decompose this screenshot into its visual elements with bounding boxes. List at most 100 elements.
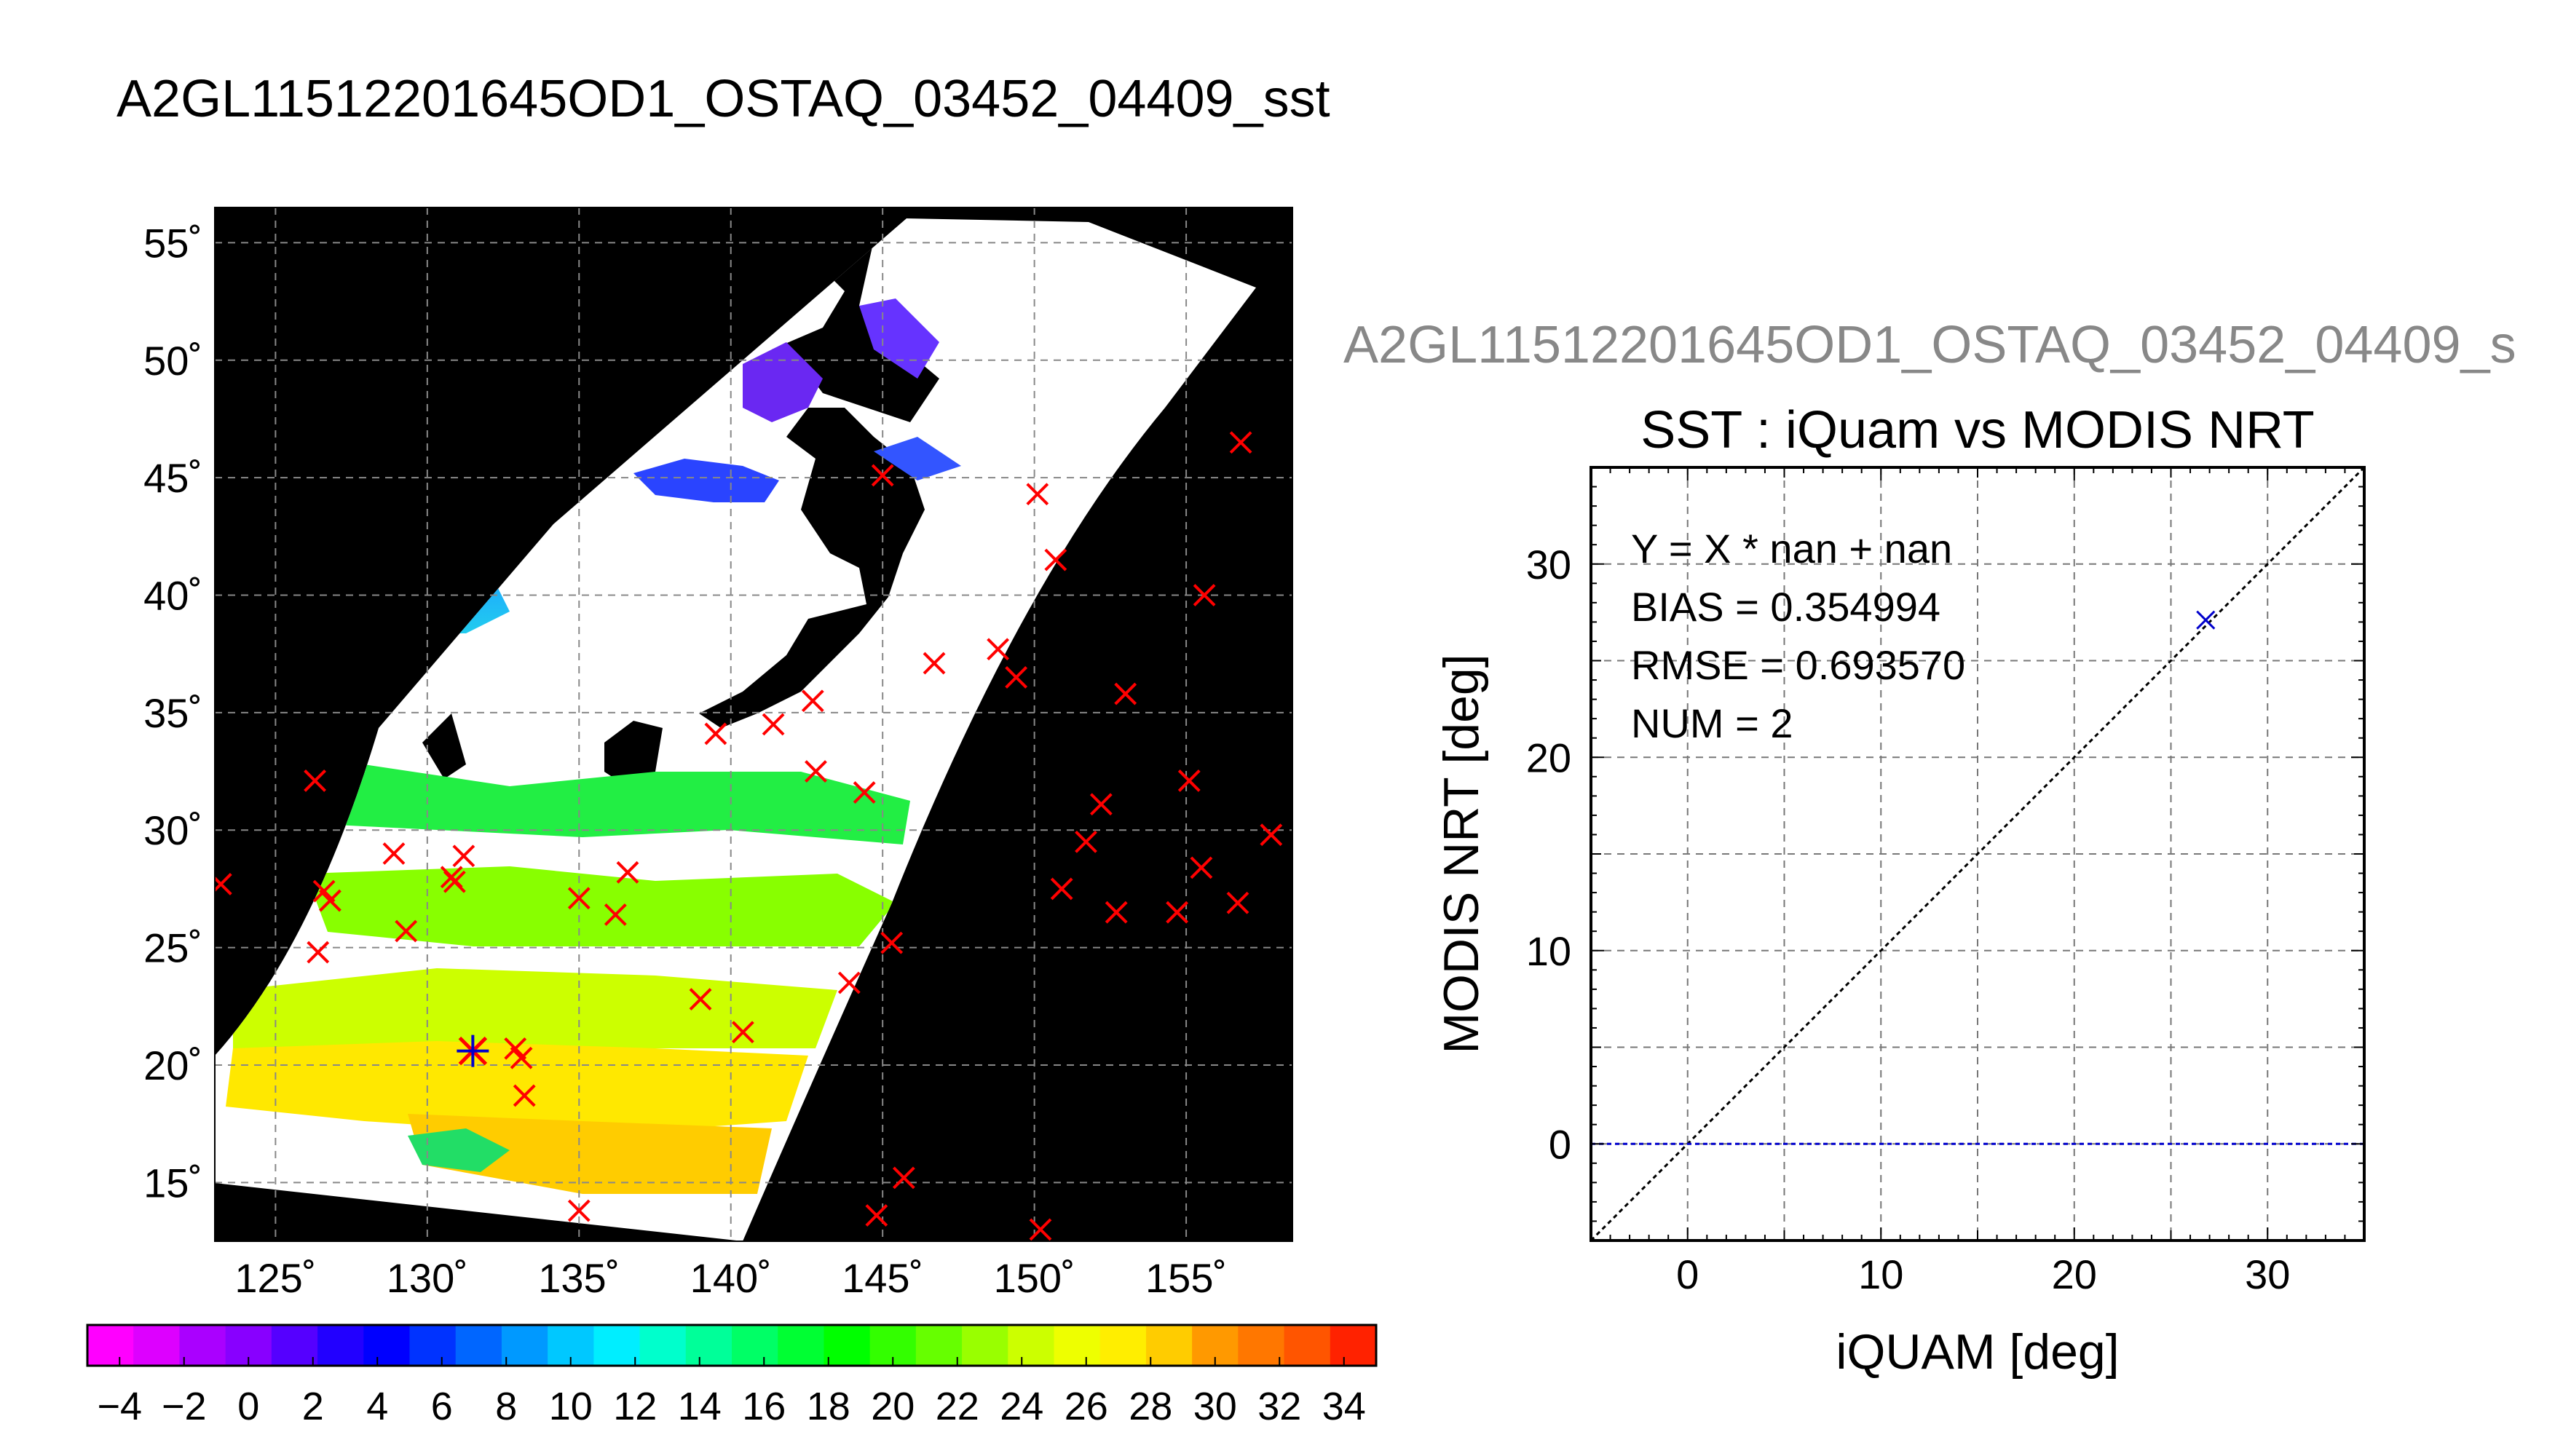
colorbar: −4 −2 0 2 4 6 8 10 12 14 16 18 20 22 24 26 28 30 32 34: [86, 1324, 1378, 1428]
sst-orange-band: [408, 1114, 772, 1194]
map-lat-tick-label: 20˚: [143, 1042, 202, 1088]
colorbar-tick-label: −4: [97, 1385, 142, 1428]
map-lat-tick-label: 30˚: [143, 807, 202, 853]
map-lat-tick-label: 55˚: [143, 220, 202, 266]
insitu-marker: [604, 903, 627, 926]
scatter-title: SST : iQuam vs MODIS NRT: [1640, 401, 2315, 459]
sst-violet-sea-of-okhotsk: [743, 342, 823, 422]
colorbar-tick-label: 2: [302, 1385, 324, 1428]
map-lat-tick-label: 50˚: [143, 338, 202, 384]
map-lon-tick-labels: 125˚ 130˚ 135˚ 140˚ 145˚ 150˚ 155˚: [234, 1255, 1227, 1301]
colorbar-tick-label: 4: [366, 1385, 388, 1428]
colorbar-segment: [271, 1325, 318, 1366]
scatter-x-tick-label: 10: [1858, 1251, 1903, 1297]
japan-landmass: [699, 408, 925, 728]
colorbar-tick-label: 18: [807, 1385, 850, 1428]
kyushu-landmass: [604, 721, 663, 786]
map-lat-tick-labels: 15˚ 20˚ 25˚ 30˚ 35˚ 40˚ 45˚ 50˚ 55˚: [143, 220, 202, 1206]
insitu-marker: [1229, 431, 1252, 454]
map-lat-tick-label: 15˚: [143, 1160, 202, 1206]
matchup-marker: [457, 1034, 489, 1067]
map-grid: [215, 207, 1292, 1241]
colorbar-segment: [685, 1325, 732, 1366]
insitu-marker: [567, 887, 591, 910]
scatter-x-tick-label: 0: [1676, 1251, 1699, 1297]
insitu-marker: [1089, 793, 1113, 816]
scatter-x-tick-label: 30: [2245, 1251, 2290, 1297]
scatter-points: [2196, 610, 2216, 630]
colorbar-segment: [1054, 1325, 1101, 1366]
insitu-marker: [805, 760, 827, 783]
insitu-marker: [892, 1166, 915, 1190]
insitu-marker: [382, 842, 406, 865]
colorbar-segment: [593, 1325, 641, 1366]
insitu-marker: [215, 873, 232, 895]
sst-blue-northern-band: [633, 459, 779, 502]
sst-yellowgreen-band: [233, 968, 837, 1048]
colorbar-tick-label: 26: [1065, 1385, 1108, 1428]
map-lat-tick-label: 35˚: [143, 690, 202, 736]
insitu-marker: [1050, 877, 1073, 901]
insitu-marker: [567, 1199, 591, 1222]
insitu-marker: [689, 988, 712, 1011]
colorbar-tick-label: 22: [936, 1385, 979, 1428]
colorbar-tick-label: 8: [495, 1385, 517, 1428]
insitu-marker: [510, 1046, 533, 1069]
colorbar-tick-label: 20: [871, 1385, 915, 1428]
insitu-marker: [731, 1021, 754, 1044]
map-lon-tick-label: 150˚: [994, 1255, 1075, 1301]
colorbar-tick-label: 10: [549, 1385, 593, 1428]
colorbar-tick-label: −2: [162, 1385, 207, 1428]
colorbar-tick-label: 12: [613, 1385, 657, 1428]
insitu-marker: [1029, 1218, 1052, 1241]
insitu-marker: [1026, 483, 1049, 506]
colorbar-segment: [824, 1325, 871, 1366]
insitu-marker: [1005, 666, 1028, 689]
colorbar-tick-label: 32: [1257, 1385, 1301, 1428]
scatter-y-axis-label: MODIS NRT [deg]: [1434, 654, 1489, 1053]
scatter-faded-title: A2GL11512201645OD1_OSTAQ_03452_04409_s: [1343, 316, 2516, 374]
map-lat-tick-label: 45˚: [143, 455, 202, 501]
colorbar-segment: [87, 1325, 134, 1366]
scatter-stat-line: BIAS = 0.354994: [1631, 584, 1940, 630]
insitu-marker: [1260, 823, 1283, 847]
insitu-marker: [1190, 856, 1213, 879]
scatter-y-tick-label: 20: [1526, 735, 1571, 780]
insitu-marker: [1044, 548, 1067, 571]
insitu-marker: [704, 722, 727, 745]
colorbar-segment: [363, 1325, 410, 1366]
scatter-y-tick-label: 10: [1526, 928, 1571, 974]
insitu-marker: [865, 1204, 888, 1227]
colorbar-segment: [1099, 1325, 1147, 1366]
insitu-marker: [307, 941, 330, 964]
colorbar-segment: [915, 1325, 963, 1366]
colorbar-segment: [732, 1325, 778, 1366]
colorbar-tick-label: 0: [237, 1385, 259, 1428]
sst-map: [215, 207, 1292, 1241]
insitu-marker: [880, 931, 904, 954]
insitu-marker: [1226, 891, 1249, 914]
colorbar-segment: [1145, 1325, 1193, 1366]
colorbar-tick-label: 14: [678, 1385, 722, 1428]
colorbar-frame: [86, 1324, 1378, 1367]
colorbar-segment: [1284, 1325, 1331, 1366]
colorbar-segment: [1330, 1325, 1377, 1366]
insitu-marker: [871, 464, 894, 487]
map-lon-tick-label: 145˚: [842, 1255, 923, 1301]
scatter-stat-line: RMSE = 0.693570: [1631, 642, 1965, 688]
colorbar-segment: [1008, 1325, 1054, 1366]
colorbar-segment: [133, 1325, 180, 1366]
insitu-marker: [853, 781, 876, 804]
insitu-marker: [762, 713, 785, 736]
colorbar-tick-label: 34: [1322, 1385, 1366, 1428]
map-frame: [214, 207, 1293, 1242]
colorbar-segment: [317, 1325, 364, 1366]
insitu-marker: [616, 860, 639, 884]
scatter-ticks: 0 10 20 30 0 10 20 30: [1526, 467, 2365, 1297]
insitu-marker: [1114, 682, 1137, 705]
colorbar-segment: [962, 1325, 1008, 1366]
colorbar-segment: [778, 1325, 824, 1366]
insitu-marker: [801, 689, 824, 713]
scatter-x-tick-label: 20: [2052, 1251, 2097, 1297]
map-lon-tick-label: 125˚: [234, 1255, 316, 1301]
